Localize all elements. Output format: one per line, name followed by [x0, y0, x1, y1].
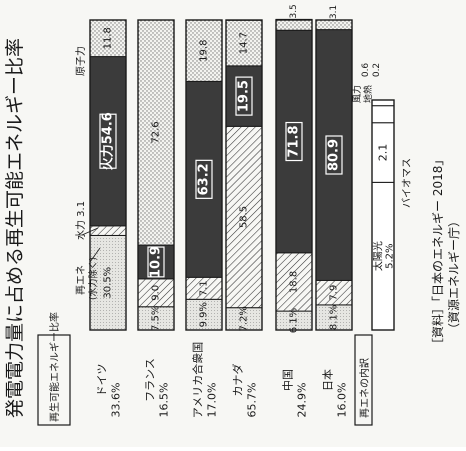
bar-label-nuclear: 3.1: [329, 5, 339, 19]
bar-label-fossil: 火力54.6: [100, 112, 116, 170]
bar-label-nuclear: 72.6: [151, 121, 162, 143]
bar-outline: [225, 19, 263, 331]
legend-re-ex-hydro-1: 再エネ: [75, 265, 87, 295]
fossil-label-frame: [99, 113, 117, 169]
bar-segment-hydro: [225, 125, 263, 309]
fossil-label-frame: [235, 76, 253, 116]
bar-label-hydro: 18.8: [289, 271, 300, 293]
bar-segment-hydro: [89, 225, 127, 236]
bar-label-fossil: 63.2: [197, 163, 212, 195]
row-header: 再生可能エネルギー比率: [48, 312, 61, 422]
legend-nuclear: 原子力: [74, 46, 87, 76]
fossil-label-frame: [147, 246, 165, 278]
legend-biomass: バイオマス: [401, 158, 413, 208]
bar-segment-fossil: [89, 56, 127, 227]
bar-segment-nuclear: [275, 18, 313, 31]
breakdown-label-solar-name: 太陽光: [372, 241, 385, 271]
renewable-share-label: 16.5%: [158, 383, 171, 418]
category-label: フランス: [144, 358, 157, 402]
renewable-share-label: 16.0%: [336, 383, 349, 418]
bar-label-re-ex-hydro: 8.1%: [329, 305, 340, 330]
bar-segment-hydro: [275, 252, 313, 312]
legend-leader-re: [89, 247, 101, 263]
renewable-share-label: 65.7%: [246, 383, 259, 418]
category-label: 日本: [321, 369, 335, 391]
bar-label-hydro: 9.0: [151, 285, 162, 301]
category-label: カナダ: [231, 364, 245, 397]
bar-outline: [185, 19, 223, 331]
breakdown-segment-2: [371, 105, 395, 124]
bar-label-nuclear: 11.8: [103, 27, 114, 49]
breakdown-label-2: 0.6: [361, 63, 371, 78]
fossil-label-frame: [195, 159, 213, 199]
renewable-share-label: 24.9%: [296, 383, 309, 418]
breakdown-label-biomass: 2.1: [377, 144, 390, 162]
bar-outline: [89, 19, 127, 331]
fossil-label-frame: [325, 135, 343, 175]
bar-segment-fossil: [315, 29, 353, 281]
row-header-box: [37, 334, 71, 426]
category-label: ドイツ: [96, 364, 109, 397]
bar-label-re-ex-hydro: 6.1%: [289, 308, 300, 333]
bar-label-re-ex-hydro: 30.5%: [103, 267, 114, 299]
renewable-share-label: 17.0%: [206, 383, 219, 418]
bar-segment-nuclear: [137, 19, 175, 246]
source-line-2: （資源エネルギー庁）: [447, 215, 461, 335]
bar-label-hydro: 7.9: [329, 285, 340, 301]
bar-segment-fossil: [275, 29, 313, 254]
breakdown-header: 再エネの内訳: [358, 358, 371, 418]
chart-title: 発電電力量に占める再生可能エネルギー比率: [4, 38, 26, 418]
breakdown-outline: [371, 99, 395, 331]
bar-label-fossil: 10.9: [149, 246, 164, 278]
breakdown-header-box: [354, 334, 373, 426]
breakdown-segment-3: [371, 99, 395, 107]
legend-geothermal: 地熱: [362, 85, 374, 103]
renewable-share-label: 33.6%: [110, 383, 123, 418]
bar-label-re-ex-hydro: 7.2%: [239, 306, 250, 331]
source-line-1: ［資料］「日本のエネルギー 2018」: [431, 154, 445, 350]
legend-hydro: 水力 3.1: [74, 201, 87, 240]
bar-label-nuclear: 19.8: [199, 40, 210, 62]
bar-outline: [137, 19, 175, 331]
bar-label-hydro: 58.5: [239, 206, 250, 228]
bar-label-nuclear: 3.5: [289, 4, 299, 18]
bar-label-fossil: 80.9: [327, 139, 342, 171]
bar-label-nuclear: 14.7: [239, 32, 250, 54]
bars-layer: [89, 18, 395, 331]
bar-label-hydro: 7.1: [199, 280, 210, 296]
breakdown-label-3: 0.2: [372, 63, 382, 77]
bar-segment-nuclear: [315, 19, 353, 31]
bar-label-re-ex-hydro: 9.9%: [199, 302, 210, 327]
bar-label-fossil: 71.8: [287, 125, 302, 157]
legend-leader-hydro: [81, 227, 99, 236]
legend-wind: 風力: [351, 85, 363, 103]
bar-outline: [315, 19, 353, 331]
bar-segment-nuclear: [225, 19, 263, 67]
breakdown-label-solar-value: 5.2%: [385, 243, 396, 268]
bar-segment-re-ex-hydro: [89, 234, 127, 331]
category-label: 中国: [282, 369, 295, 391]
bar-label-re-ex-hydro: 7.5%: [151, 306, 162, 331]
bar-label-fossil: 19.5: [237, 80, 252, 112]
legend-re-ex-hydro-2: (水力除く): [87, 257, 99, 300]
bar-outline: [275, 19, 313, 331]
fossil-label-frame: [285, 121, 303, 162]
category-label: アメリカ合衆国: [191, 342, 205, 418]
